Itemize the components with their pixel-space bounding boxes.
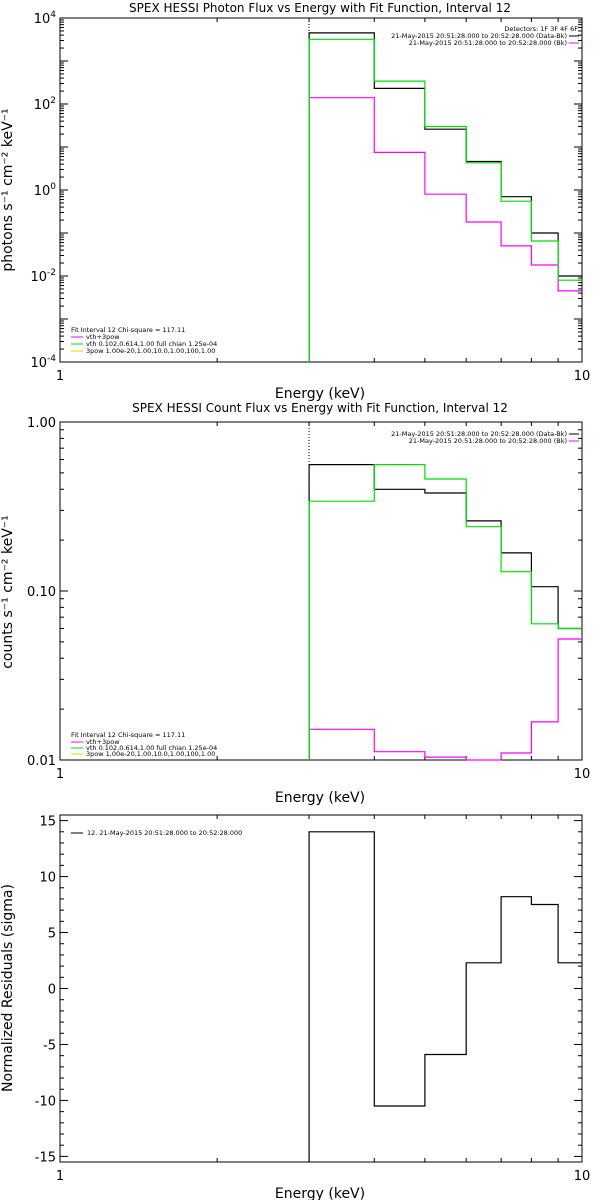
photon-flux-y-tick-label: 10-4	[30, 354, 56, 371]
photon-flux-series-0	[308, 32, 582, 362]
photon-flux-fit-line-2: vth 0.102,0.614,1.00 full chian 1.25e-04	[86, 340, 217, 348]
count-flux-fit-line-1: vth+3pow	[86, 738, 120, 746]
count-flux-fit-line-3: 3pow 1.00e-20,1.00,10.0,1.00,100,1.00	[86, 750, 215, 758]
photon-flux-plot-frame	[59, 17, 583, 363]
photon-flux-legend-data: 21-May-2015 20:51:28.000 to 20:52:28.000…	[391, 32, 567, 40]
count-flux-x-tick-label: 1	[56, 767, 64, 782]
photon-flux-fit-line-1: vth+3pow	[86, 333, 120, 341]
photon-flux-y-tick-label: 100	[34, 182, 57, 199]
residuals-x-tick-label: 1	[56, 1169, 64, 1184]
residuals-legend-label: 12. 21-May-2015 20:51:28.000 to 20:52:28…	[87, 829, 242, 837]
count-flux-series-0	[308, 464, 582, 760]
count-flux-series-1	[308, 638, 582, 761]
count-flux-ylabel: counts s⁻¹ cm⁻² keV⁻¹	[0, 515, 16, 669]
photon-flux-y-tick-label: 102	[34, 96, 56, 113]
count-flux-y-tick-label: 1.00	[27, 416, 56, 431]
residuals-x-tick-label: 10	[574, 1169, 591, 1184]
count-flux-panel: SPEX HESSI Count Flux vs Energy with Fit…	[0, 401, 590, 806]
count-flux-legend-bk: 21-May-2015 20:51:28.000 to 20:52:28.000…	[409, 437, 567, 445]
residuals-legend: 12. 21-May-2015 20:51:28.000 to 20:52:28…	[71, 829, 242, 837]
photon-flux-x-tick-label: 10	[574, 369, 591, 384]
photon-flux-xlabel: Energy (keV)	[275, 386, 365, 402]
photon-flux-legend-bk: 21-May-2015 20:51:28.000 to 20:52:28.000…	[409, 39, 567, 47]
count-flux-series-2	[308, 464, 582, 760]
photon-flux-legend: Detectors: 1F 3F 4F 6F 21-May-2015 20:51…	[391, 25, 579, 47]
residuals-y-tick-label: -15	[35, 1150, 56, 1165]
photon-flux-y-tick-label: 104	[34, 10, 57, 27]
residuals-y-tick-label: 15	[39, 815, 56, 830]
residuals-plot-frame	[59, 814, 583, 1163]
photon-flux-title: SPEX HESSI Photon Flux vs Energy with Fi…	[129, 1, 511, 15]
count-flux-fit-info: Fit Interval 12 Chi-square = 117.11 vth+…	[71, 731, 217, 758]
count-flux-fit-line-2: vth 0.102,0.614,1.00 full chian 1.25e-04	[86, 744, 217, 752]
count-flux-y-tick-label: 0.01	[27, 754, 56, 769]
count-flux-title: SPEX HESSI Count Flux vs Energy with Fit…	[132, 401, 508, 415]
residuals-xlabel: Energy (keV)	[275, 1186, 365, 1200]
photon-flux-fit-line-3: 3pow 1.00e-20,1.00,10.0,1.00,100,1.00	[86, 347, 215, 355]
residuals-y-tick-label: -5	[43, 1038, 56, 1053]
residuals-y-tick-label: 5	[48, 927, 56, 942]
photon-flux-panel: SPEX HESSI Photon Flux vs Energy with Fi…	[0, 1, 590, 402]
photon-flux-fit-header: Fit Interval 12 Chi-square = 117.11	[71, 326, 185, 334]
residuals-y-tick-label: -10	[35, 1094, 56, 1109]
residuals-ylabel: Normalized Residuals (sigma)	[0, 884, 16, 1092]
count-flux-legend: 21-May-2015 20:51:28.000 to 20:52:28.000…	[391, 430, 579, 445]
photon-flux-series-1	[308, 97, 582, 362]
photon-flux-ylabel: photons s⁻¹ cm⁻² keV⁻¹	[0, 108, 16, 271]
count-flux-y-tick-label: 0.10	[27, 585, 56, 600]
count-flux-fit-header: Fit Interval 12 Chi-square = 117.11	[71, 731, 185, 739]
count-flux-x-tick-label: 10	[574, 767, 591, 782]
count-flux-xlabel: Energy (keV)	[275, 790, 365, 806]
photon-flux-detectors: Detectors: 1F 3F 4F 6F	[504, 25, 578, 33]
residuals-panel: Energy (keV) Normalized Residuals (sigma…	[0, 814, 591, 1200]
photon-flux-y-tick-label: 10-2	[30, 268, 56, 285]
residuals-series-0	[308, 831, 582, 1162]
residuals-y-tick-label: 10	[39, 871, 56, 886]
photon-flux-x-tick-label: 1	[56, 369, 64, 384]
count-flux-plot-frame	[59, 421, 583, 761]
count-flux-legend-data: 21-May-2015 20:51:28.000 to 20:52:28.000…	[391, 430, 567, 438]
photon-flux-series-2	[308, 38, 582, 362]
residuals-y-tick-label: 0	[48, 983, 56, 998]
photon-flux-fit-info: Fit Interval 12 Chi-square = 117.11 vth+…	[71, 326, 217, 355]
